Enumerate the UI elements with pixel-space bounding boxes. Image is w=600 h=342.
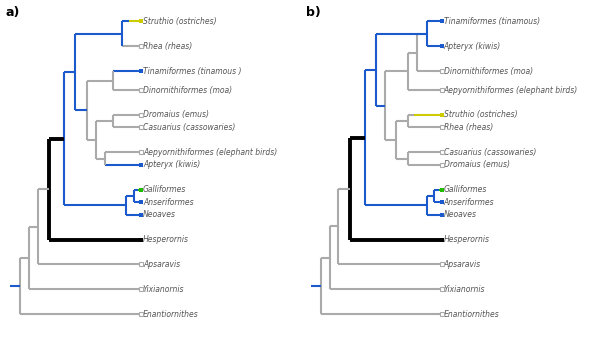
Text: Dinornithiformes (moa): Dinornithiformes (moa) bbox=[444, 67, 533, 76]
Text: Rhea (rheas): Rhea (rheas) bbox=[444, 123, 493, 132]
Text: Neoaves: Neoaves bbox=[444, 210, 477, 219]
Text: Aepyornithiformes (elephant birds): Aepyornithiformes (elephant birds) bbox=[143, 148, 277, 157]
Text: Neoaves: Neoaves bbox=[143, 210, 176, 219]
Text: Dinornithiformes (moa): Dinornithiformes (moa) bbox=[143, 86, 232, 94]
Text: Anseriformes: Anseriformes bbox=[444, 198, 494, 207]
Text: Struthio (ostriches): Struthio (ostriches) bbox=[143, 17, 217, 26]
Text: Dromaius (emus): Dromaius (emus) bbox=[143, 110, 209, 119]
Text: Apteryx (kiwis): Apteryx (kiwis) bbox=[444, 42, 501, 51]
Text: Apteryx (kiwis): Apteryx (kiwis) bbox=[143, 160, 200, 169]
Text: Rhea (rheas): Rhea (rheas) bbox=[143, 42, 192, 51]
Text: Apsaravis: Apsaravis bbox=[444, 260, 481, 269]
Text: Enantiornithes: Enantiornithes bbox=[143, 310, 199, 319]
Text: Dromaius (emus): Dromaius (emus) bbox=[444, 160, 510, 169]
Text: Tinamiformes (tinamous): Tinamiformes (tinamous) bbox=[444, 17, 540, 26]
Text: Enantiornithes: Enantiornithes bbox=[444, 310, 499, 319]
Text: Galliformes: Galliformes bbox=[444, 185, 487, 194]
Text: Struthio (ostriches): Struthio (ostriches) bbox=[444, 110, 517, 119]
Text: b): b) bbox=[306, 6, 321, 19]
Text: Yixianornis: Yixianornis bbox=[444, 285, 485, 294]
Text: Tinamiformes (tinamous ): Tinamiformes (tinamous ) bbox=[143, 67, 242, 76]
Text: a): a) bbox=[5, 6, 20, 19]
Text: Aepyornithiformes (elephant birds): Aepyornithiformes (elephant birds) bbox=[444, 86, 578, 94]
Text: Apsaravis: Apsaravis bbox=[143, 260, 180, 269]
Text: Yixianornis: Yixianornis bbox=[143, 285, 185, 294]
Text: Casuarius (cassowaries): Casuarius (cassowaries) bbox=[143, 123, 235, 132]
Text: Hesperornis: Hesperornis bbox=[444, 235, 490, 244]
Text: Anseriformes: Anseriformes bbox=[143, 198, 194, 207]
Text: Casuarius (cassowaries): Casuarius (cassowaries) bbox=[444, 148, 536, 157]
Text: Hesperornis: Hesperornis bbox=[143, 235, 189, 244]
Text: Galliformes: Galliformes bbox=[143, 185, 187, 194]
